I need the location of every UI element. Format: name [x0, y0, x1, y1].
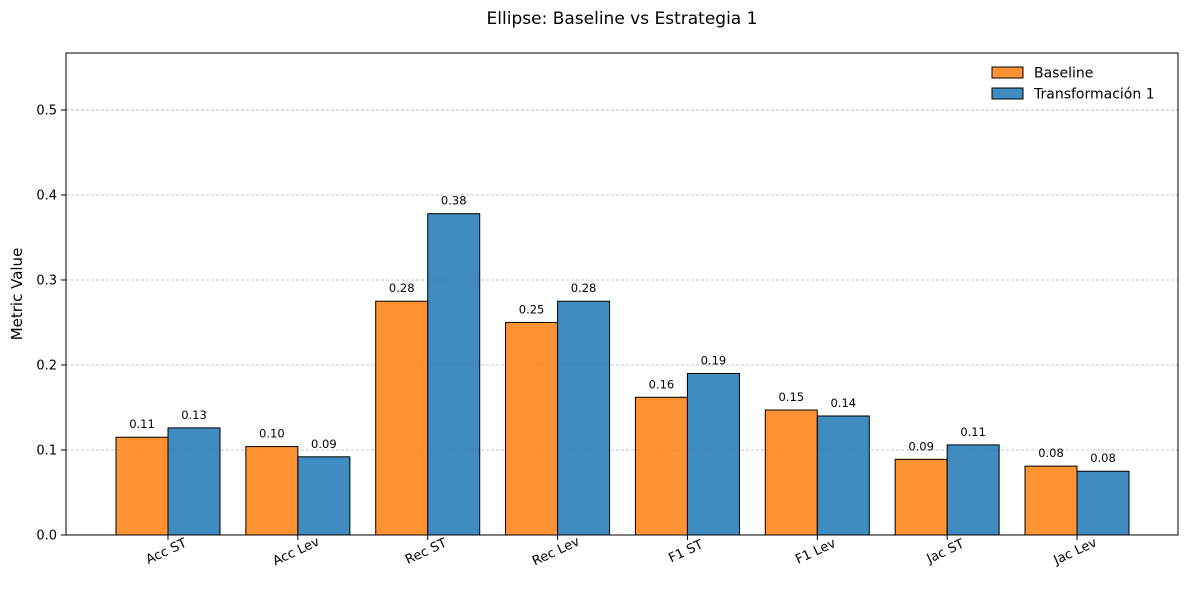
legend-label: Transformación 1	[1033, 87, 1155, 103]
bar-baseline	[1024, 465, 1078, 536]
bar-value-label: 0.28	[389, 281, 415, 295]
x-tick-label: F1 ST	[666, 537, 705, 566]
bar-baseline	[115, 436, 169, 536]
bar-value-label: 0.16	[649, 377, 675, 391]
bar-transformacion-1	[427, 213, 481, 536]
bar-value-label: 0.28	[571, 281, 597, 295]
bar-transformacion-1	[297, 456, 351, 536]
bar-value-label: 0.11	[129, 417, 155, 431]
x-tick-label: Rec Lev	[530, 534, 582, 569]
x-tick-label: Rec ST	[403, 536, 449, 568]
bar-value-label: 0.10	[259, 427, 285, 441]
bar-transformacion-1	[816, 415, 870, 536]
bars	[115, 213, 1130, 536]
chart-title: Ellipse: Baseline vs Estrategia 1	[487, 9, 758, 29]
bar-value-label: 0.38	[441, 194, 467, 208]
y-tick-label: 0.5	[36, 103, 57, 118]
y-tick-label: 0.3	[36, 273, 57, 288]
bar-transformacion-1	[686, 372, 740, 536]
x-tick-label: Acc ST	[144, 536, 190, 568]
bar-transformacion-1	[167, 427, 221, 536]
legend-swatch	[991, 87, 1024, 100]
plot-frame	[65, 52, 1179, 536]
legend-label: Baseline	[1034, 66, 1093, 82]
y-tick-label: 0.0	[36, 529, 57, 544]
bar-value-label: 0.25	[519, 302, 545, 316]
bar-value-label: 0.14	[830, 396, 856, 410]
bar-value-label: 0.09	[311, 437, 337, 451]
bar-value-label: 0.11	[960, 425, 986, 439]
bar-value-label: 0.08	[1038, 446, 1064, 460]
bar-baseline	[245, 446, 299, 536]
y-axis-title: Metric Value	[8, 248, 26, 341]
legend: Baseline Transformación 1	[991, 66, 1155, 103]
legend-swatch	[991, 66, 1024, 79]
x-tick-label: Jac Lev	[1051, 535, 1100, 568]
bar-value-label: 0.15	[778, 390, 804, 404]
x-tick-label: F1 Lev	[793, 536, 838, 568]
x-axis: Acc ST Acc Lev Rec ST Rec Lev F1 ST F1 Lev Jac…	[144, 534, 1100, 569]
bar-baseline	[505, 321, 559, 536]
x-tick-label: Acc Lev	[271, 534, 323, 569]
grid-lines	[66, 109, 1178, 451]
bar-transformacion-1	[557, 300, 611, 536]
y-tick-label: 0.2	[36, 358, 57, 373]
bar-value-label: 0.08	[1090, 451, 1116, 465]
value-labels: 0.11 0.13 0.10 0.09 0.28 0.38 0.25 0.28 0.16 0.19…	[129, 194, 1116, 466]
bar-value-label: 0.09	[908, 439, 934, 453]
bar-value-label: 0.13	[181, 408, 207, 422]
bar-transformacion-1	[1076, 470, 1130, 536]
y-tick-label: 0.1	[36, 443, 57, 458]
bar-transformacion-1	[946, 444, 1000, 536]
bar-baseline	[634, 396, 688, 536]
y-axis: 0.0 0.1 0.2 0.3 0.4 0.5	[36, 103, 66, 544]
x-tick-label: Jac ST	[924, 537, 967, 568]
bar-value-label: 0.19	[701, 353, 727, 367]
bar-baseline	[375, 300, 429, 536]
bar-baseline	[764, 409, 818, 536]
y-tick-label: 0.4	[36, 188, 57, 203]
bar-baseline	[894, 458, 948, 536]
